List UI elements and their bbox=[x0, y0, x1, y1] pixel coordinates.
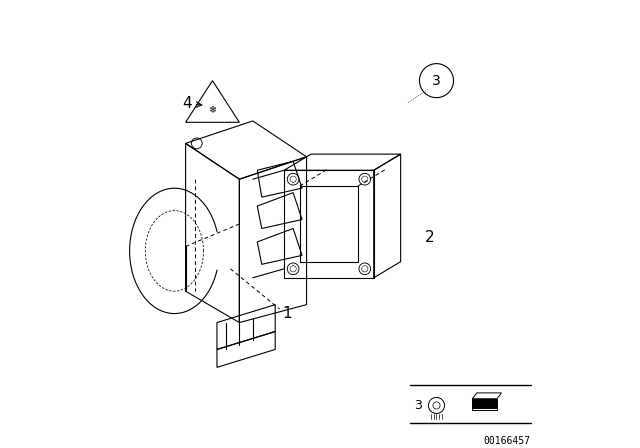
Text: 1: 1 bbox=[282, 306, 292, 321]
Text: 3: 3 bbox=[432, 73, 441, 88]
Text: ❄: ❄ bbox=[209, 105, 216, 115]
Text: 4: 4 bbox=[182, 95, 192, 111]
Polygon shape bbox=[472, 399, 497, 408]
Text: 2: 2 bbox=[425, 230, 435, 245]
Text: 3: 3 bbox=[414, 399, 422, 412]
Text: 00166457: 00166457 bbox=[484, 436, 531, 446]
